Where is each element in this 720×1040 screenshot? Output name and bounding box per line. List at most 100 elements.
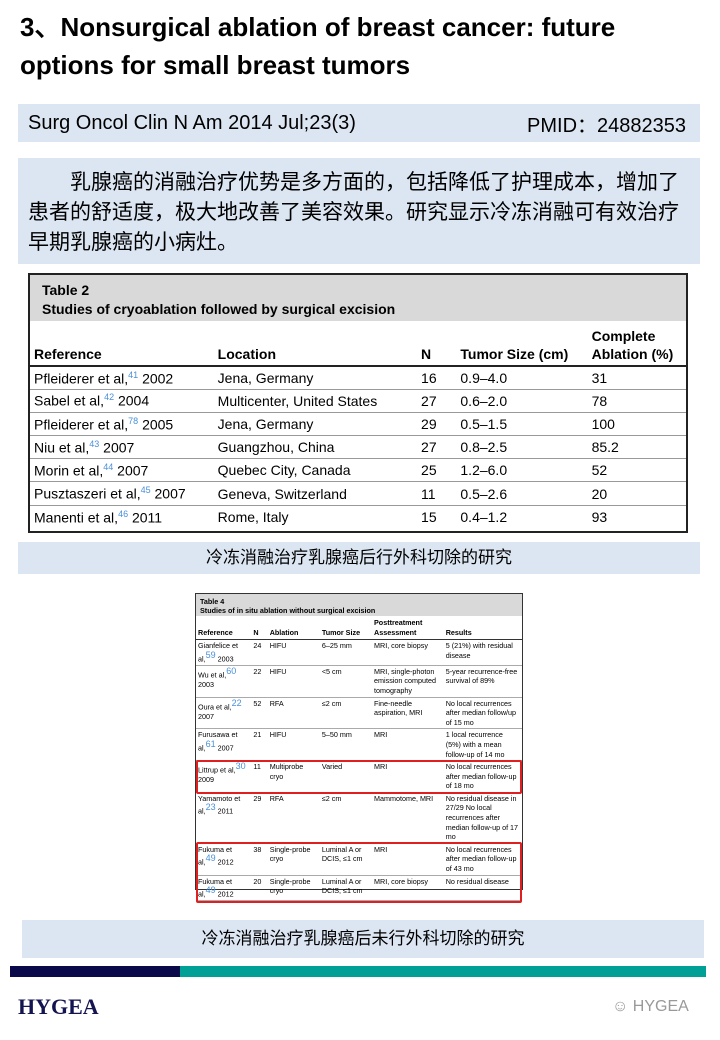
reference-year: 2007 [99,439,135,456]
cell-assess: MRI [372,728,444,762]
reference-name: Morin et al, [34,462,104,479]
cell-value: 5-year recurrence-free survival of 89% [445,666,518,686]
cell-n: 27 [417,435,457,460]
cell-value: MRI, core biopsy [374,641,428,651]
reference-year: 2007 [215,743,234,753]
column-header: Tumor Size [319,616,373,641]
citation-number: 60 [226,665,237,676]
column-header: Ablation [267,616,320,641]
cell-assess: Fine-needle aspiration, MRI [372,697,444,730]
cell-n: 11 [417,481,457,506]
cell-assess: MRI [372,760,444,793]
table-row: Wu et al,60 2003 22 HIFU <5 cm MRI, single-p… [196,665,522,698]
citation-number: 59 [205,649,216,660]
reference-name: Manenti et al, [34,509,119,526]
table-title: Studies of cryoablation followed by surg… [42,301,396,317]
reference-year: 2004 [114,393,150,410]
citation-number: 46 [118,508,129,519]
cell-ca: 52 [587,458,686,483]
cell-value: 27 [421,439,437,456]
cell-value: 52 [591,462,608,479]
table-row: Manenti et al,46 2011 Rome, Italy 15 0.4–1.… [30,505,686,528]
column-header: N [251,616,268,641]
table-4: Table 4 Studies of in situ ablation witho… [195,593,523,903]
cell-reference: Wu et al,60 2003 [196,665,252,698]
cell-value: MRI, core biopsy [374,876,428,886]
cell-value: 22 [253,666,262,676]
journal-citation: Surg Oncol Clin N Am 2014 Jul;23(3) [28,111,356,134]
column-header: Reference [196,616,252,641]
cell-size: 0.9–4.0 [456,366,588,390]
cell-value: 93 [591,508,608,525]
cell-res: No local recurrences after median follow… [443,760,522,793]
cell-value: 25 [421,462,437,479]
cell-value: Luminal A or DCIS, ≤1 cm [321,844,363,864]
cell-value: 31 [591,369,608,386]
cell-loc: Jena, Germany [213,366,418,390]
cell-value: 21 [253,730,262,740]
cell-value: 29 [253,793,262,803]
cell-value: 38 [253,844,262,854]
cell-size: Varied [319,760,373,793]
cell-n: 25 [417,458,457,483]
table-row: Pfleiderer et al,78 2005 Jena, Germany 29 0… [30,412,686,437]
highlight-box [196,759,522,795]
cell-value: No local recurrences after median follow… [445,762,517,791]
table-label: Table 2 [42,282,90,298]
cell-n: 22 [251,665,268,698]
column-header: Tumor Size (cm) [456,325,588,367]
cell-value: 0.9–4.0 [460,369,508,386]
cell-size: <5 cm [319,665,373,698]
cell-abl: HIFU [267,639,320,666]
cell-reference: Pusztaszeri et al,45 2007 [30,481,214,506]
cell-res: No local recurrences after median follow… [443,843,522,876]
cell-size: 0.5–2.6 [456,481,588,506]
cell-ca: 93 [588,505,686,528]
cell-reference: Manenti et al,46 2011 [30,505,214,528]
cell-value: HIFU [269,641,287,651]
column-header: Location [213,325,418,367]
footer-band-teal [180,966,706,977]
table-row: Gianfelice et al,59 2003 24 HIFU 6–25 mm MRI… [196,639,522,666]
cell-value: 1 local recurrence (5%) with a mean foll… [445,730,505,759]
cell-res: No residual disease in 27/29 No local re… [443,792,522,844]
cell-value: Jena, Germany [217,369,314,386]
cell-size: Luminal A or DCIS, ≤1 cm [319,843,373,876]
cell-value: MRI [374,844,388,854]
column-header: Posttreatment Assessment [372,616,444,641]
cell-value: 24 [253,641,262,651]
cell-value: 85.2 [591,439,619,456]
highlight-box [196,842,522,903]
cell-res: No local recurrences after median follow… [443,697,522,730]
cell-value: 6–25 mm [321,641,352,651]
cell-value: HIFU [269,666,287,676]
table-2-caption: 冷冻消融治疗乳腺癌后行外科切除的研究 [18,542,700,574]
cell-value: Fine-needle aspiration, MRI [374,698,423,718]
reference-name: Gianfelice et al, [198,641,238,664]
cell-value: Jena, Germany [217,415,314,432]
cell-abl: RFA [267,697,320,730]
cell-value: 11 [253,762,261,772]
reference-year: 2012 [215,889,234,899]
cell-value: 0.5–1.5 [460,415,508,432]
column-header: Results [443,616,522,641]
cell-loc: Quebec City, Canada [213,458,418,483]
cell-reference: Yamamoto et al,23 2011 [196,792,252,844]
cell-size: 1.2–6.0 [456,458,588,483]
cell-value: Quebec City, Canada [217,462,351,479]
table-label: Table 4 [200,597,225,606]
cell-value: MRI [374,762,388,772]
cell-loc: Jena, Germany [213,412,418,437]
cell-abl: Multiprobe cryo [267,760,320,793]
cell-size: Luminal A or DCIS, ≤1 cm [319,875,373,902]
cell-value: 11 [421,485,436,502]
cell-size: 0.6–2.0 [456,389,588,413]
cell-reference: Sabel et al,42 2004 [30,389,214,413]
cell-value: 1.2–6.0 [460,462,508,479]
cell-reference: Morin et al,44 2007 [30,458,214,483]
cell-n: 11 [251,760,268,793]
reference-name: Oura et al, [198,701,232,711]
hygea-logo: HYGEA [18,994,99,1019]
citation-number: 49 [205,885,216,896]
reference-year: 2011 [128,509,163,526]
